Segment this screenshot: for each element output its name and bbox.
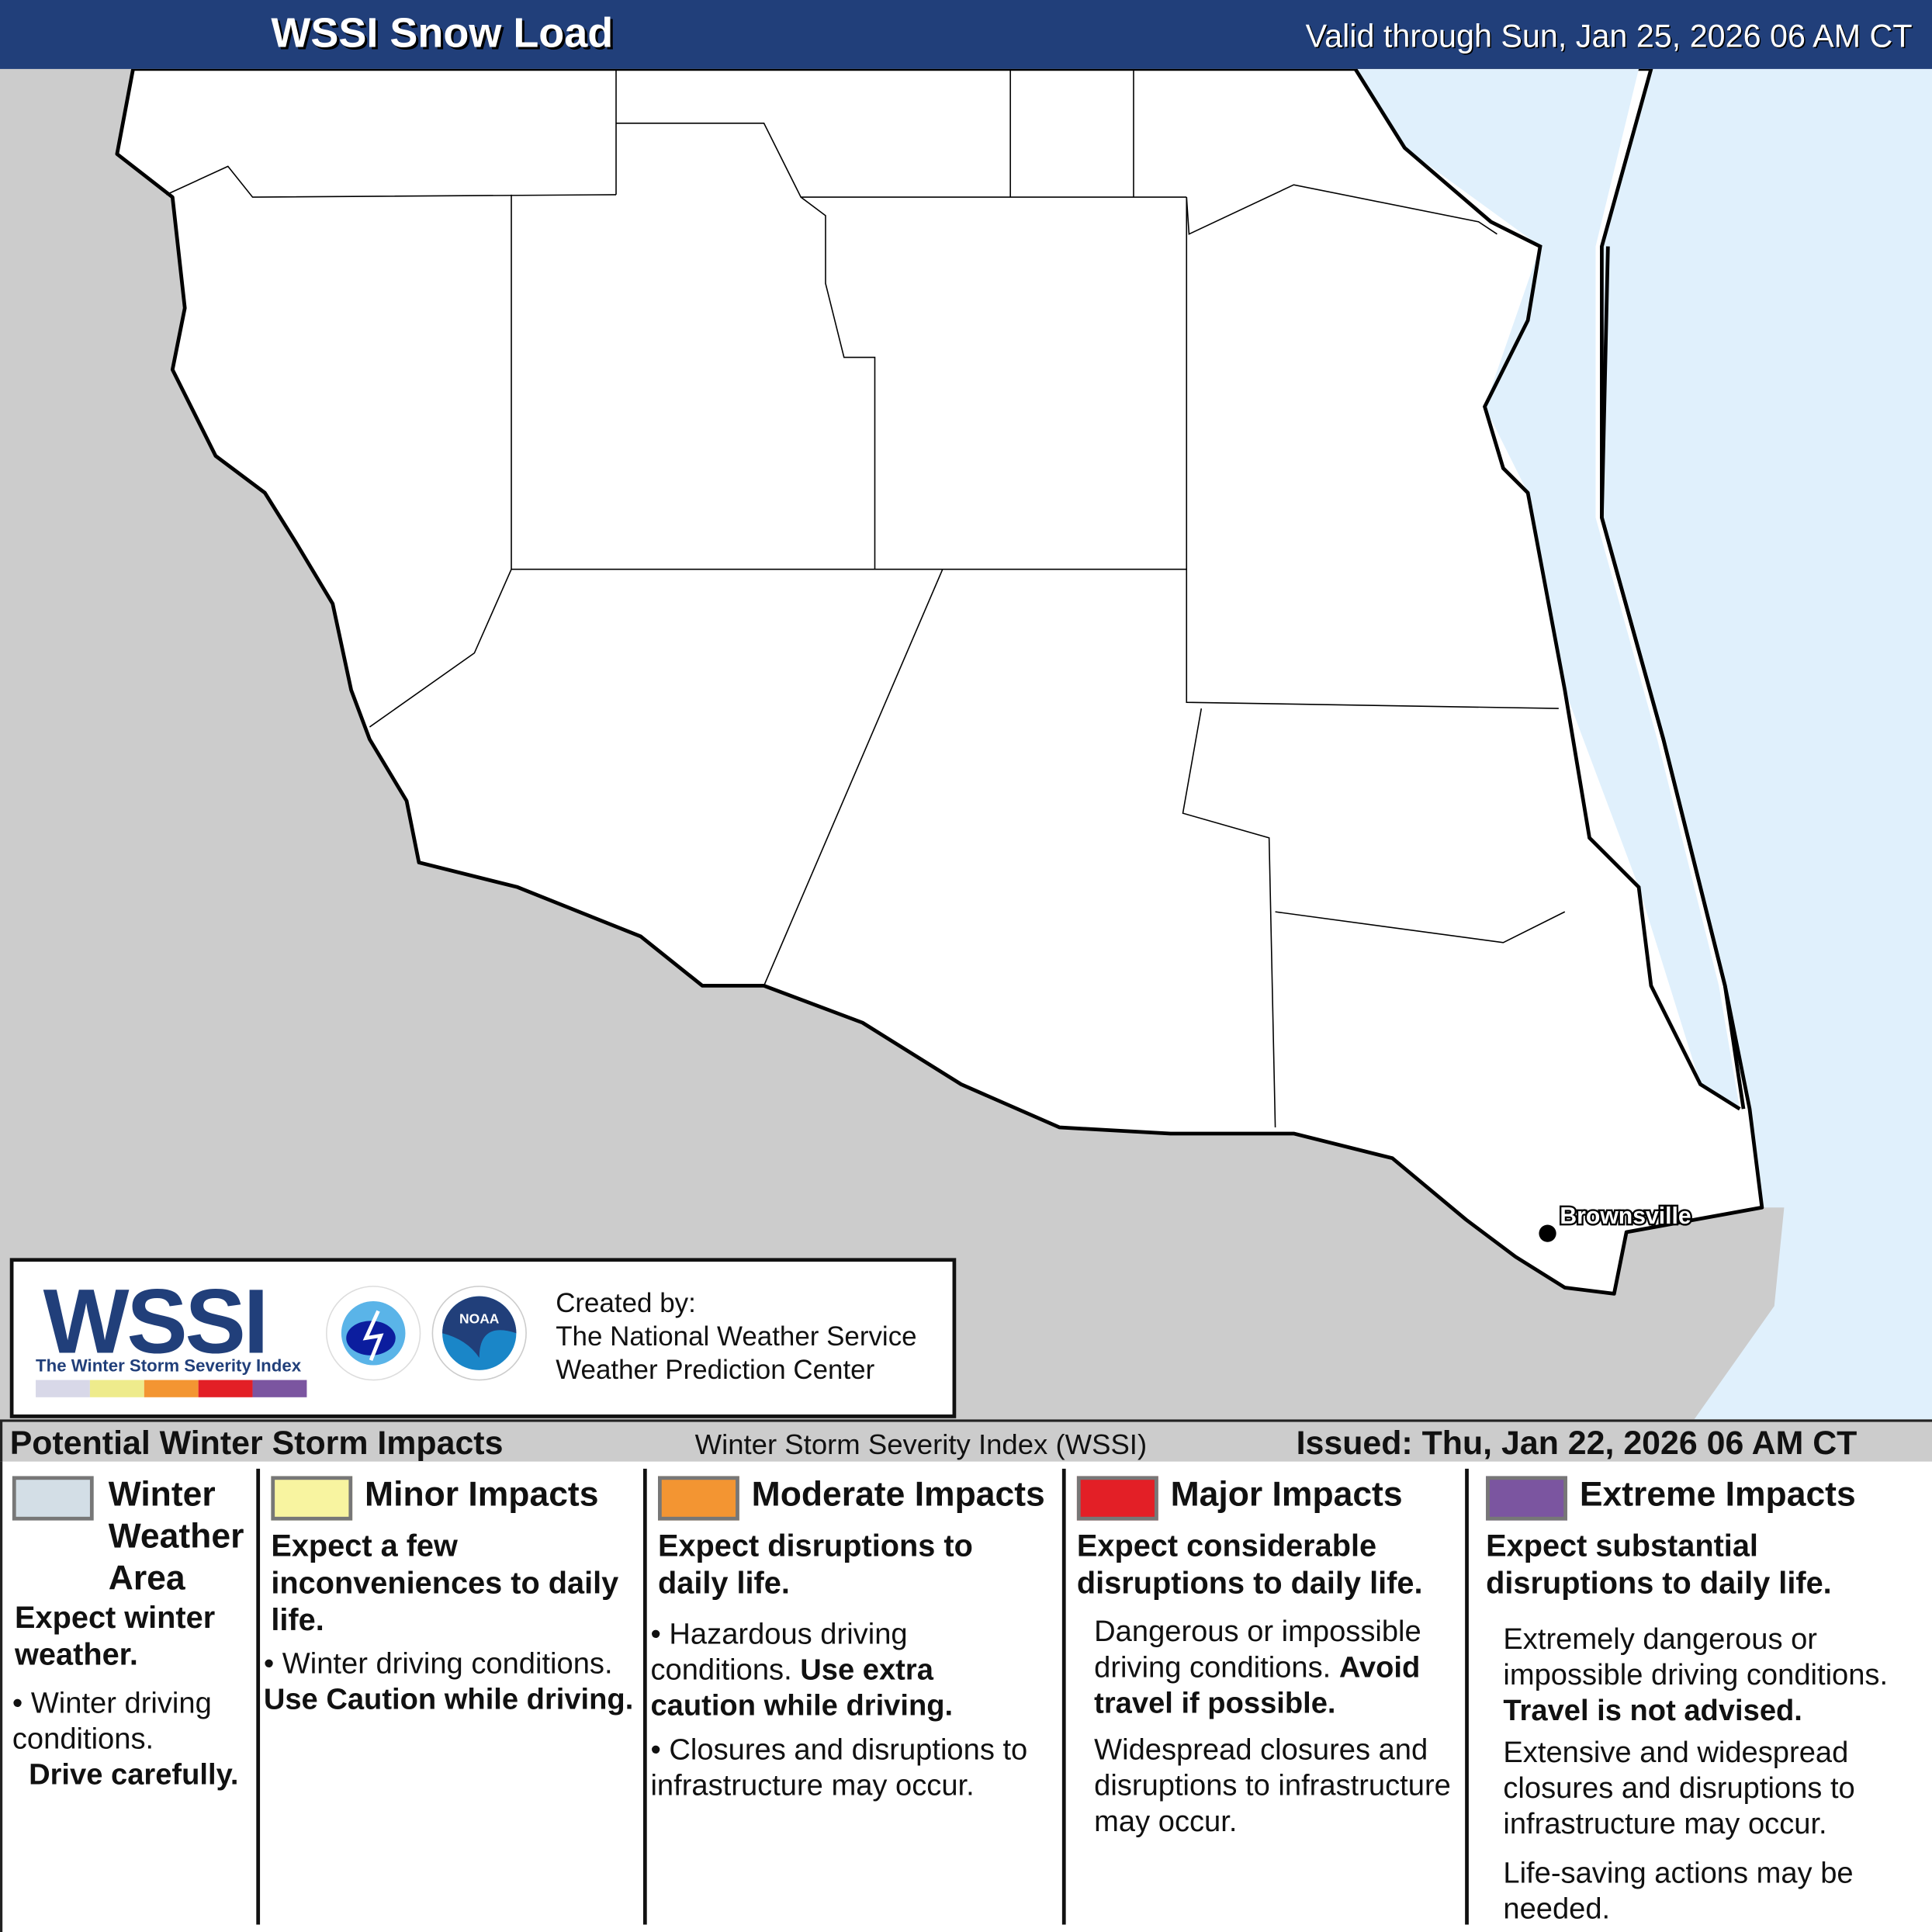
texas-land: [115, 68, 1764, 1296]
legend-sub: Expect a few inconveniences to daily lif…: [271, 1529, 619, 1638]
legend-text: Hazardous driving conditions.: [650, 1618, 908, 1687]
city-label: Brownsville: [1560, 1203, 1691, 1229]
wssi-colorbar: [36, 1380, 307, 1397]
noaa-logo-icon: NOAA: [431, 1286, 527, 1381]
legend-text: Dangerous or impossible driving conditio…: [1094, 1615, 1421, 1684]
map: Brownsville: [0, 68, 1932, 1420]
impacts-heading: Potential Winter Storm Impacts: [9, 1424, 504, 1462]
header: WSSI Snow Load Valid through Sun, Jan 25…: [0, 0, 1932, 69]
swatch-extreme: [1486, 1476, 1567, 1521]
legend-text: Winter driving conditions.: [282, 1647, 613, 1681]
created-by-label: Created by:: [556, 1287, 696, 1319]
legend-extreme: Extreme Impacts Expect substantial disru…: [1471, 1461, 1927, 1927]
credits-box: WSSI The Winter Storm Severity Index NOA…: [9, 1258, 957, 1418]
impact-legend: Winter Weather Area Expect winter weathe…: [0, 1461, 1932, 1932]
legend-moderate: Moderate Impacts Expect disruptions to d…: [650, 1474, 1045, 1803]
legend-sub: Expect winter weather.: [15, 1600, 216, 1672]
legend-sub: Expect disruptions to daily life.: [657, 1529, 973, 1601]
legend-text: Life-saving actions may be needed.: [1503, 1857, 1854, 1927]
legend-text: Widespread closures and disruptions to i…: [1094, 1733, 1451, 1839]
legend-major: Major Impacts Expect considerable disrup…: [1067, 1461, 1461, 1924]
legend-bold: Use extra caution while driving.: [650, 1653, 954, 1723]
legend-bold: Avoid travel if possible.: [1094, 1650, 1421, 1720]
legend-title: Extreme Impacts: [1579, 1474, 1856, 1514]
gulf-water: [1601, 68, 1932, 1420]
org-wpc: Weather Prediction Center: [556, 1354, 875, 1385]
legend-bold: Drive carefully.: [29, 1758, 239, 1792]
county-lines: [166, 68, 1566, 1128]
mainland-coast: [1353, 68, 1741, 1111]
swatch-winter: [12, 1476, 94, 1521]
valid-time: Valid through Sun, Jan 25, 2026 06 AM CT: [1305, 17, 1913, 54]
map-title: WSSI Snow Load: [271, 9, 614, 57]
legend-sub: Expect considerable disruptions to daily…: [1076, 1529, 1423, 1601]
swatch-moderate: [657, 1476, 739, 1521]
legend-minor: Minor Impacts Expect a few inconvenience…: [261, 1461, 643, 1924]
org-nws: The National Weather Service: [556, 1321, 917, 1352]
impacts-bar: Potential Winter Storm Impacts Winter St…: [0, 1419, 1932, 1464]
brownsville-dot: [1539, 1224, 1556, 1242]
legend-sub: Expect substantial disruptions to daily …: [1486, 1529, 1832, 1601]
barrier-island: [1600, 246, 1746, 1110]
legend-text: Extensive and widespread closures and di…: [1503, 1736, 1855, 1841]
wssi-tagline: The Winter Storm Severity Index: [36, 1355, 302, 1376]
svg-text:NOAA: NOAA: [459, 1311, 500, 1327]
swatch-major: [1076, 1476, 1158, 1521]
legend-title: Major Impacts: [1170, 1474, 1403, 1514]
legend-bold: Travel is not advised.: [1503, 1694, 1802, 1728]
legend-title: Minor Impacts: [365, 1474, 599, 1514]
legend-winter-weather: Winter Weather Area Expect winter weathe…: [2, 1461, 255, 1924]
legend-text: Winter driving conditions.: [12, 1686, 212, 1756]
wssi-logo: WSSI: [43, 1270, 269, 1373]
nws-logo-icon: [326, 1286, 421, 1381]
legend-title: Winter Weather Area: [108, 1474, 244, 1598]
legend-text: Extremely dangerous or impossible drivin…: [1503, 1622, 1889, 1692]
issued-time: Issued: Thu, Jan 22, 2026 06 AM CT: [1296, 1424, 1858, 1462]
legend-text: Closures and disruptions to infrastructu…: [650, 1733, 1028, 1803]
swatch-minor: [271, 1476, 353, 1521]
index-name: Winter Storm Severity Index (WSSI): [694, 1428, 1148, 1460]
legend-bold: Use Caution while driving.: [263, 1683, 634, 1717]
legend-title: Moderate Impacts: [751, 1474, 1045, 1514]
